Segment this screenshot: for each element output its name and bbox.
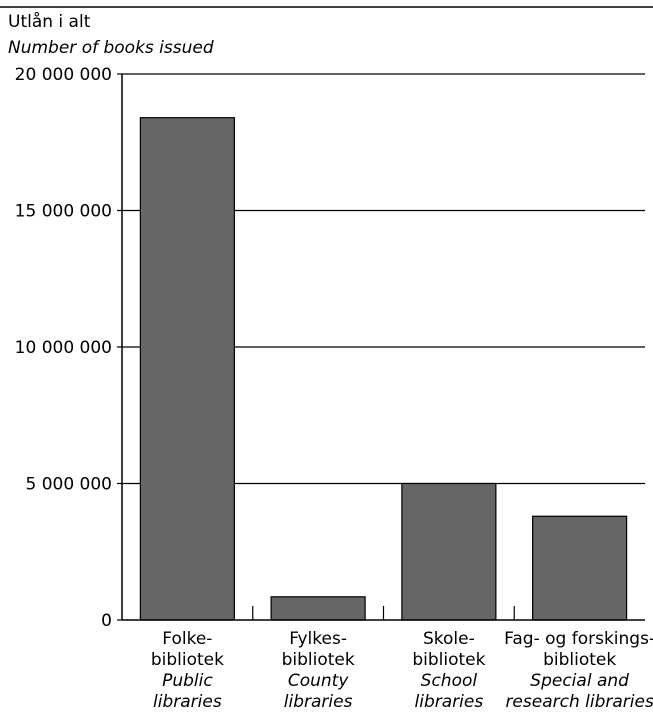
y-tick-label: 20 000 000 — [15, 65, 112, 85]
bar — [139, 117, 235, 621]
y-tick-label: 10 000 000 — [15, 338, 112, 358]
category-label-english: libraries — [153, 692, 222, 712]
category-label-english: libraries — [284, 692, 353, 712]
category-label-norwegian: bibliotek — [151, 650, 224, 670]
category-label-english: Public — [162, 671, 213, 691]
category-label-english: School — [421, 671, 478, 691]
y-tick-label: 15 000 000 — [15, 202, 112, 222]
bar — [270, 596, 366, 621]
bar — [532, 515, 628, 621]
bar — [401, 482, 497, 621]
category-label-norwegian: Folke- — [162, 629, 212, 649]
category-label-english: Special and — [530, 671, 629, 691]
category-label-norwegian: Fylkes- — [289, 629, 347, 649]
category-label-norwegian: bibliotek — [412, 650, 485, 670]
category-label-norwegian: bibliotek — [282, 650, 355, 670]
y-axis-ticks: 0 5 000 000 10 000 000 15 000 000 20 000 000 — [15, 65, 122, 631]
category-label-english: research libraries — [505, 692, 653, 712]
y-axis-label-english: Number of books issued — [8, 38, 214, 58]
category-label-norwegian: Fag- og forskings- — [504, 629, 653, 649]
y-axis-label-norwegian: Utlån i alt — [8, 11, 91, 32]
category-label-norwegian: bibliotek — [543, 650, 616, 670]
y-tick-label: 0 — [101, 611, 112, 631]
category-label-english: County — [288, 671, 349, 691]
y-tick-label: 5 000 000 — [25, 475, 112, 495]
x-axis-ticks — [252, 606, 515, 620]
category-label-norwegian: Skole- — [423, 629, 475, 649]
category-labels: Folke-bibliotekPubliclibrariesFylkes-bib… — [151, 629, 653, 712]
bars — [139, 117, 628, 621]
category-label-english: libraries — [415, 692, 484, 712]
